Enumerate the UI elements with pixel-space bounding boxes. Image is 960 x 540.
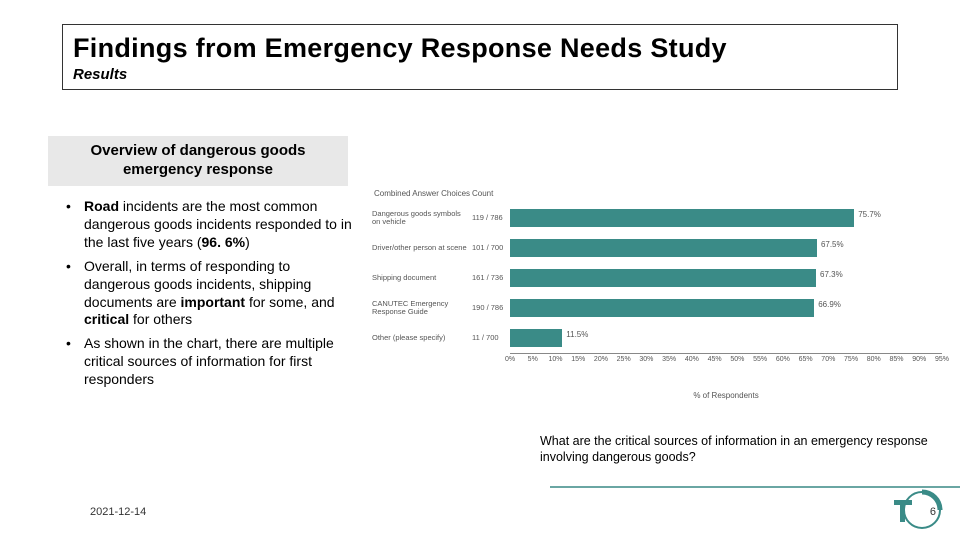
chart-axis-title: % of Respondents [510, 391, 942, 400]
title-box: Findings from Emergency Response Needs S… [62, 24, 898, 90]
bar-chart: Combined Answer Choices Count Dangerous … [372, 190, 942, 450]
row-label: Other (please specify) [372, 334, 472, 342]
axis-tick: 5% [528, 356, 538, 363]
overview-heading: Overview of dangerous goods emergency re… [48, 136, 348, 186]
tc-logo-icon [886, 486, 946, 534]
row-count: 119 / 786 [472, 213, 510, 222]
axis-tick: 75% [844, 356, 858, 363]
bar [510, 269, 816, 287]
row-bar-area: 75.7% [510, 208, 942, 228]
axis-tick: 35% [662, 356, 676, 363]
row-count: 190 / 786 [472, 303, 510, 312]
row-bar-area: 66.9% [510, 298, 942, 318]
axis-tick: 70% [821, 356, 835, 363]
bar-pct-label: 66.9% [818, 300, 841, 309]
bar-pct-label: 67.3% [820, 270, 843, 279]
row-bar-area: 67.3% [510, 268, 942, 288]
chart-row: CANUTEC Emergency Response Guide190 / 78… [372, 293, 942, 323]
axis-tick: 20% [594, 356, 608, 363]
row-label: Shipping document [372, 274, 472, 282]
bar-pct-label: 67.5% [821, 240, 844, 249]
row-bar-area: 11.5% [510, 328, 942, 348]
row-label: CANUTEC Emergency Response Guide [372, 300, 472, 317]
chart-row: Dangerous goods symbols on vehicle119 / … [372, 203, 942, 233]
axis-tick: 65% [799, 356, 813, 363]
chart-row: Driver/other person at scene101 / 700 67.… [372, 233, 942, 263]
row-count: 161 / 736 [472, 273, 510, 282]
axis-tick: 25% [617, 356, 631, 363]
list-item: Overall, in terms of responding to dange… [62, 258, 352, 330]
axis-tick: 0% [505, 356, 515, 363]
footer-date: 2021-12-14 [90, 506, 146, 518]
row-bar-area: 67.5% [510, 238, 942, 258]
bullet-list: Road incidents are the most common dange… [62, 198, 352, 395]
chart-row: Shipping document161 / 736 67.3% [372, 263, 942, 293]
chart-header-count: Count [472, 190, 510, 199]
chart-x-axis: 0%5%10%15%20%25%30%35%40%45%50%55%60%65%… [510, 353, 942, 377]
chart-rows: Dangerous goods symbols on vehicle119 / … [372, 203, 942, 353]
bar [510, 239, 817, 257]
chart-header: Combined Answer Choices Count [372, 190, 942, 199]
chart-header-choices: Combined Answer Choices [372, 190, 472, 199]
bar [510, 209, 854, 227]
axis-tick: 30% [639, 356, 653, 363]
bar [510, 299, 814, 317]
slide-subtitle: Results [73, 66, 887, 83]
axis-tick: 50% [730, 356, 744, 363]
axis-tick: 40% [685, 356, 699, 363]
bar [510, 329, 562, 347]
bar-pct-label: 11.5% [566, 330, 588, 339]
axis-tick: 45% [708, 356, 722, 363]
axis-tick: 90% [912, 356, 926, 363]
axis-tick: 15% [571, 356, 585, 363]
axis-tick: 95% [935, 356, 949, 363]
axis-tick: 85% [890, 356, 904, 363]
axis-tick: 10% [548, 356, 562, 363]
row-label: Dangerous goods symbols on vehicle [372, 210, 472, 227]
bar-pct-label: 75.7% [858, 210, 881, 219]
axis-tick: 60% [776, 356, 790, 363]
row-count: 101 / 700 [472, 243, 510, 252]
list-item: As shown in the chart, there are multipl… [62, 335, 352, 389]
row-count: 11 / 700 [472, 333, 510, 342]
axis-tick: 80% [867, 356, 881, 363]
chart-caption: What are the critical sources of informa… [540, 434, 930, 465]
axis-tick: 55% [753, 356, 767, 363]
row-label: Driver/other person at scene [372, 244, 472, 252]
chart-row: Other (please specify)11 / 700 11.5% [372, 323, 942, 353]
list-item: Road incidents are the most common dange… [62, 198, 352, 252]
slide-title: Findings from Emergency Response Needs S… [73, 33, 887, 64]
